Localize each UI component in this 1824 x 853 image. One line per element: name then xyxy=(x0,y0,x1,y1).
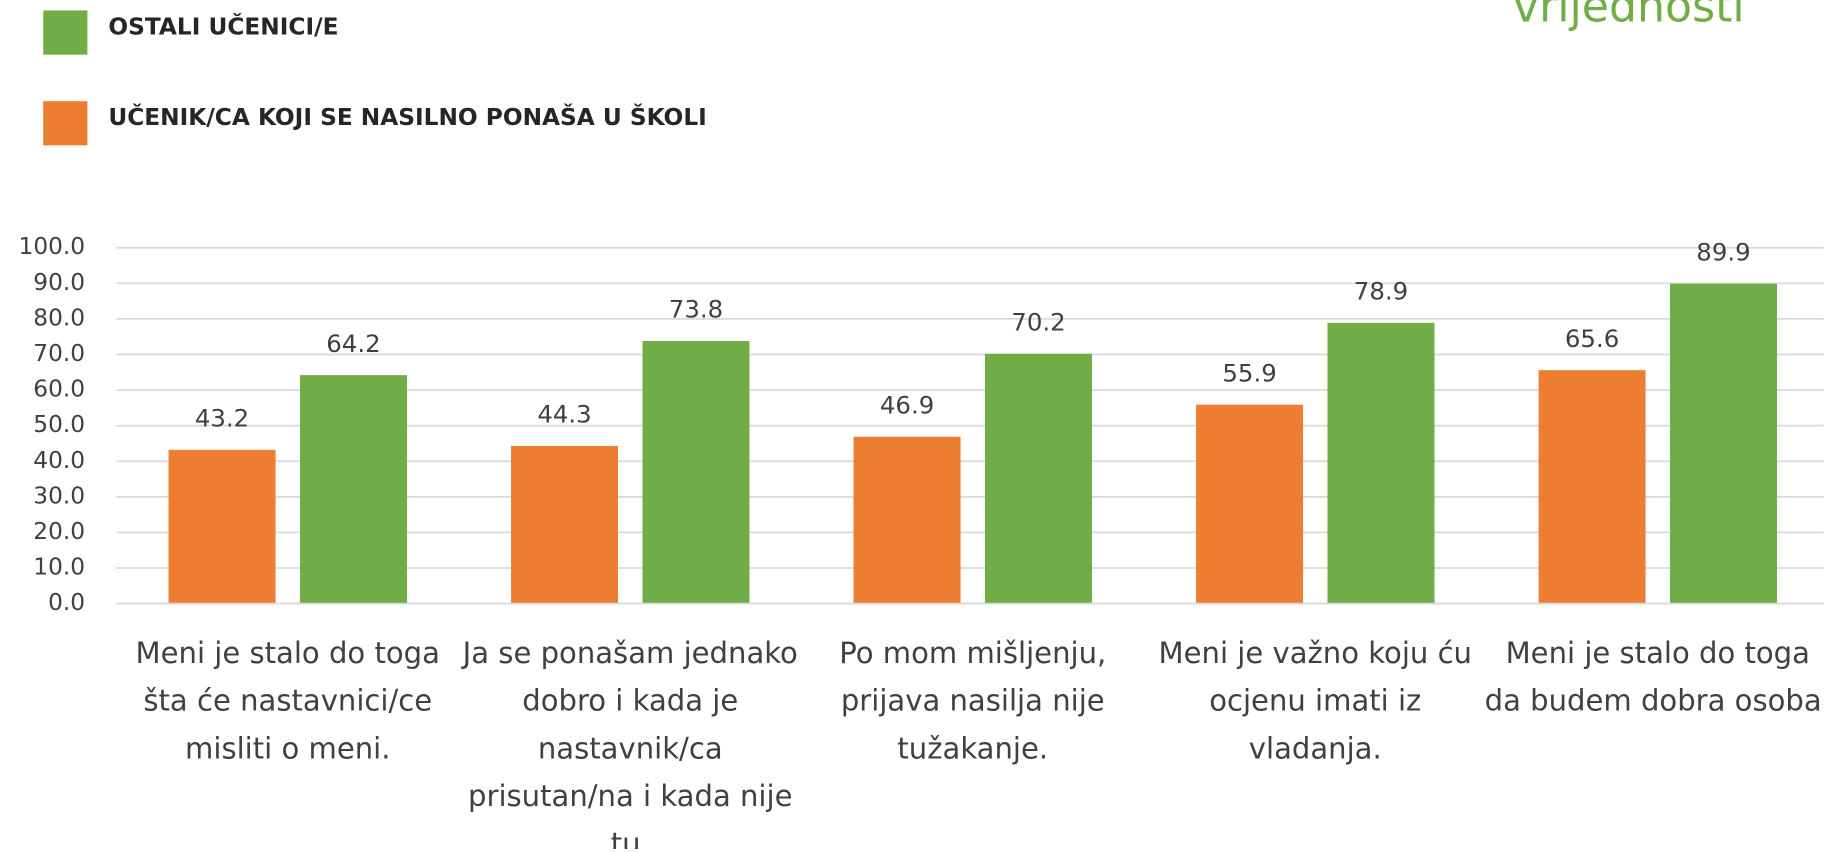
y-tick-label: 50.0 xyxy=(33,411,85,438)
y-tick-label: 0.0 xyxy=(48,589,85,616)
legend-label: OSTALI UČENICI/E xyxy=(108,12,338,40)
chart-title: vrijednosti xyxy=(1513,0,1745,32)
bar xyxy=(168,449,276,604)
x-tick-label: Meni je važno koju ću ocjenu imati iz vl… xyxy=(1158,636,1472,766)
legend-label: UČENIK/CA KOJI SE NASILNO PONAŠA U ŠKOLI xyxy=(108,103,706,131)
data-label: 55.9 xyxy=(1222,358,1276,387)
x-tick-label-box: Meni je važno koju ću ocjenu imati iz vl… xyxy=(1158,636,1472,766)
y-tick-label: 80.0 xyxy=(33,304,85,331)
data-label: 73.8 xyxy=(669,295,723,324)
bar xyxy=(984,353,1092,604)
legend-swatch xyxy=(43,101,88,146)
data-label: 70.2 xyxy=(1011,308,1065,337)
data-label: 78.9 xyxy=(1354,277,1408,306)
y-tick-label: 90.0 xyxy=(33,269,85,296)
y-tick-label: 10.0 xyxy=(33,554,85,581)
legend-swatch xyxy=(43,10,88,55)
data-label: 64.2 xyxy=(326,329,380,358)
x-tick-label: Meni je stalo do toga šta će nastavnici/… xyxy=(135,636,440,766)
data-label: 65.6 xyxy=(1565,324,1619,353)
bar xyxy=(299,375,407,604)
data-label: 44.3 xyxy=(537,400,591,429)
x-tick-label-box: Ja se ponašam jednako dobro i kada je na… xyxy=(462,636,798,850)
y-tick-label: 20.0 xyxy=(33,518,85,545)
y-tick-label: 30.0 xyxy=(33,482,85,509)
bar xyxy=(511,445,619,604)
bar xyxy=(1669,283,1777,604)
x-tick-label-box: Meni je stalo do toga šta će nastavnici/… xyxy=(135,636,440,766)
y-tick-label: 40.0 xyxy=(33,447,85,474)
bar xyxy=(1196,404,1304,604)
bar xyxy=(1327,322,1435,604)
y-tick-label: 60.0 xyxy=(33,376,85,403)
data-label: 43.2 xyxy=(195,404,249,433)
x-tick-label: Ja se ponašam jednako dobro i kada je na… xyxy=(462,636,798,850)
x-tick-label-box: Meni je stalo do toga da budem dobra oso… xyxy=(1484,636,1824,718)
x-tick-label: Meni je stalo do toga da budem dobra oso… xyxy=(1484,636,1824,718)
x-tick-label: Po mom mišljenju, prijava nasilja nije t… xyxy=(839,636,1107,766)
y-tick-label: 70.0 xyxy=(33,340,85,367)
data-label: 89.9 xyxy=(1696,237,1750,266)
y-tick-label: 100.0 xyxy=(19,233,86,260)
bar xyxy=(853,436,961,604)
bar xyxy=(642,340,750,604)
data-label: 46.9 xyxy=(880,390,934,419)
x-tick-label-box: Po mom mišljenju, prijava nasilja nije t… xyxy=(839,636,1107,766)
bar xyxy=(1538,370,1646,604)
